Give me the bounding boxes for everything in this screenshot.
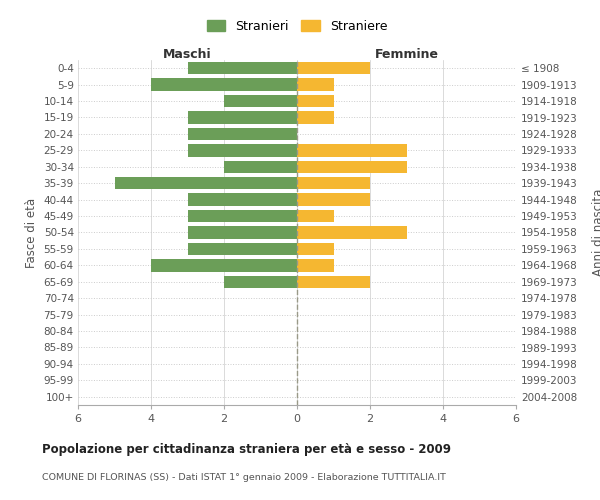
Text: Popolazione per cittadinanza straniera per età e sesso - 2009: Popolazione per cittadinanza straniera p… [42,442,451,456]
Bar [297,144,407,156]
Bar [187,112,297,124]
Bar [297,226,407,238]
Bar [187,194,297,206]
Y-axis label: Anni di nascita: Anni di nascita [592,189,600,276]
Bar [297,177,370,190]
Bar [297,210,334,222]
Bar [297,112,334,124]
Text: Maschi: Maschi [163,48,212,61]
Bar [297,62,370,74]
Bar [297,276,370,288]
Bar [187,226,297,238]
Y-axis label: Fasce di età: Fasce di età [25,198,38,268]
Bar [187,243,297,255]
Bar [151,259,297,272]
Text: COMUNE DI FLORINAS (SS) - Dati ISTAT 1° gennaio 2009 - Elaborazione TUTTITALIA.I: COMUNE DI FLORINAS (SS) - Dati ISTAT 1° … [42,472,446,482]
Bar [297,160,407,173]
Bar [187,62,297,74]
Bar [297,259,334,272]
Bar [297,95,334,107]
Bar [297,194,370,206]
Bar [187,128,297,140]
Bar [224,95,297,107]
Legend: Stranieri, Straniere: Stranieri, Straniere [202,14,392,38]
Bar [187,144,297,156]
Bar [297,243,334,255]
Bar [224,160,297,173]
Bar [224,276,297,288]
Text: Femmine: Femmine [374,48,439,61]
Bar [115,177,297,190]
Bar [151,78,297,91]
Bar [297,78,334,91]
Bar [187,210,297,222]
